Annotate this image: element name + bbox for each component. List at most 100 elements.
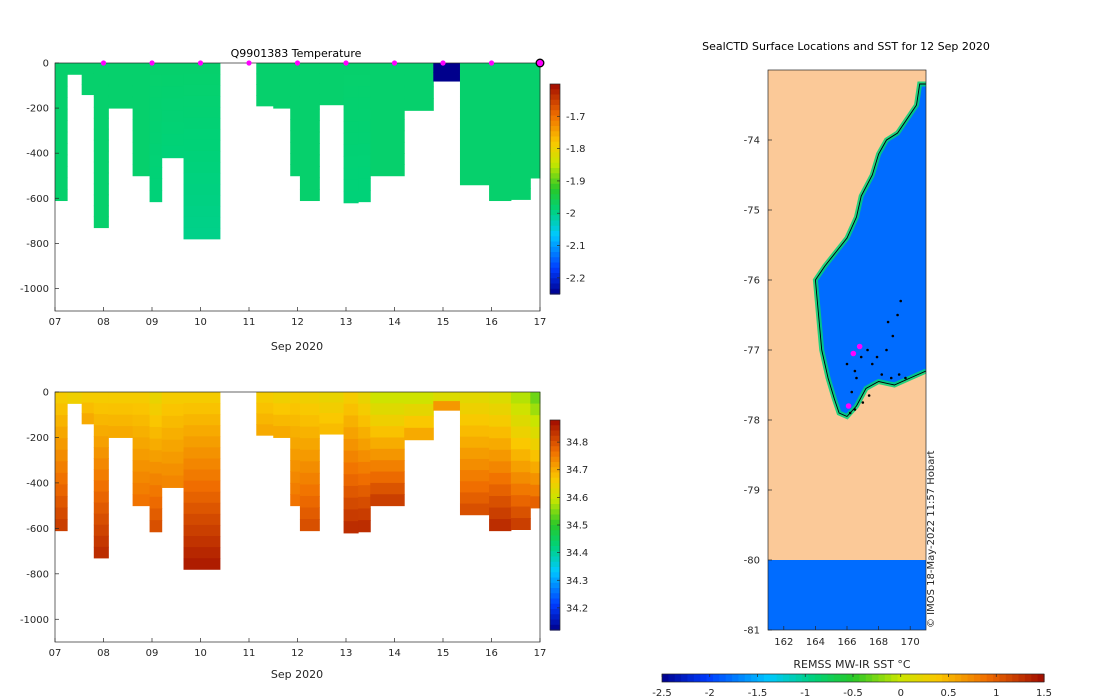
colorbar-segment xyxy=(550,157,560,164)
map-x-ticks: 162 164 166 168 170 xyxy=(774,626,920,648)
colorbar-segment xyxy=(550,420,560,426)
sst-colorbar-segment xyxy=(700,674,708,682)
profile-cell xyxy=(183,205,221,218)
sst-colorbar-segment xyxy=(770,674,778,682)
track-point xyxy=(850,390,854,394)
profile-cell xyxy=(149,403,163,416)
sst-colorbar-segment xyxy=(763,674,771,682)
profile-cell xyxy=(93,546,109,559)
profile-cell xyxy=(489,143,512,156)
profile-cell xyxy=(183,480,221,493)
x-tick-label: 14 xyxy=(388,648,401,659)
profile-cell xyxy=(319,413,345,425)
sst-colorbar-segment xyxy=(732,674,739,682)
colorbar-segment xyxy=(550,462,560,468)
sst-colorbar-segment xyxy=(776,674,784,682)
colorbar-segment xyxy=(550,257,560,264)
colorbar-segment xyxy=(550,514,560,521)
profile-cell xyxy=(149,450,163,463)
profile-cell xyxy=(149,97,163,110)
y-tick-label: -400 xyxy=(26,478,49,489)
y-tick-label: -200 xyxy=(26,104,49,115)
profile-cell xyxy=(299,403,320,416)
profile-cell xyxy=(530,97,541,110)
profile-cell xyxy=(299,143,320,156)
profile-cell xyxy=(273,426,291,438)
colorbar-segment xyxy=(550,493,560,500)
profile-cell xyxy=(343,86,359,99)
profile-cell xyxy=(149,178,163,191)
profile-cell xyxy=(108,426,134,438)
colorbar-tick-label: 34.3 xyxy=(566,576,588,587)
x-tick-label: 15 xyxy=(437,317,450,328)
colorbar-segment xyxy=(550,252,560,258)
profile-cell xyxy=(358,86,371,99)
profile-cell xyxy=(510,131,531,144)
profile-cell xyxy=(370,85,405,98)
profile-cell xyxy=(273,85,291,98)
sst-colorbar-segment xyxy=(808,674,816,682)
sst-colorbar-segment xyxy=(846,674,854,682)
track-point xyxy=(891,334,895,338)
map-y-tick-label: -77 xyxy=(744,346,760,357)
sst-colorbar-segment xyxy=(757,674,765,682)
profile-cell xyxy=(370,471,405,484)
profile-cell xyxy=(489,507,512,520)
profile-cell xyxy=(290,392,301,404)
x-tick-label: 07 xyxy=(49,648,62,659)
profile-cell xyxy=(489,403,512,416)
colorbar-segment xyxy=(550,204,560,211)
profile-cell xyxy=(132,392,151,404)
sst-colorbar-label: REMSS MW-IR SST °C xyxy=(793,658,911,671)
profile-cell xyxy=(67,63,83,75)
profile-cell xyxy=(93,63,109,75)
profile-cell xyxy=(299,449,320,462)
profile-cell xyxy=(149,438,163,451)
colorbar-tick-label: 34.8 xyxy=(566,438,588,449)
profile-cell xyxy=(81,73,95,85)
colorbar-tick-label: -2 xyxy=(566,209,576,220)
sst-colorbar-segment xyxy=(999,674,1007,682)
profile-cell xyxy=(459,425,490,438)
sst-colorbar-tick-label: -1 xyxy=(800,688,810,699)
sst-colorbar-segment xyxy=(1005,674,1013,682)
sst-colorbar-segment xyxy=(1012,674,1020,682)
profile-cell xyxy=(183,63,221,75)
profile-cell xyxy=(459,173,490,186)
profile-cell xyxy=(132,403,151,416)
x-tick-label: 10 xyxy=(194,317,207,328)
colorbar-segment xyxy=(550,619,560,626)
profile-cell xyxy=(489,484,512,497)
y-tick-label: -200 xyxy=(26,433,49,444)
colorbar-segment xyxy=(550,535,560,542)
profile-cell xyxy=(93,205,109,218)
profile-cell xyxy=(161,122,185,135)
colorbar-segment xyxy=(550,504,560,510)
profile-cell xyxy=(290,153,301,165)
profile-cell xyxy=(510,119,531,132)
profile-cell xyxy=(183,95,221,108)
profile-cell xyxy=(161,439,185,453)
ross-sea-ocean xyxy=(815,84,926,417)
x-tick-label: 16 xyxy=(485,317,498,328)
profile-cell xyxy=(299,472,320,485)
colorbar-segment xyxy=(550,110,560,117)
colorbar-segment xyxy=(550,288,560,295)
profile-cell xyxy=(530,166,541,179)
colorbar-segment xyxy=(550,435,560,442)
profile-cell xyxy=(183,139,221,152)
profile-cell xyxy=(149,86,163,99)
profile-cell xyxy=(530,449,541,463)
profile-cell xyxy=(489,154,512,167)
profile-cell xyxy=(358,520,371,533)
profile-cell xyxy=(343,144,359,157)
profile-cell xyxy=(299,166,320,179)
profile-cell xyxy=(510,108,531,121)
y-tick-label: -800 xyxy=(26,239,49,250)
profile-cell xyxy=(55,484,68,497)
profile-cell xyxy=(319,392,345,404)
sst-colorbar-segment xyxy=(687,674,695,682)
profile-cell xyxy=(459,85,490,97)
track-point xyxy=(853,369,857,373)
profile-cell xyxy=(183,513,221,526)
